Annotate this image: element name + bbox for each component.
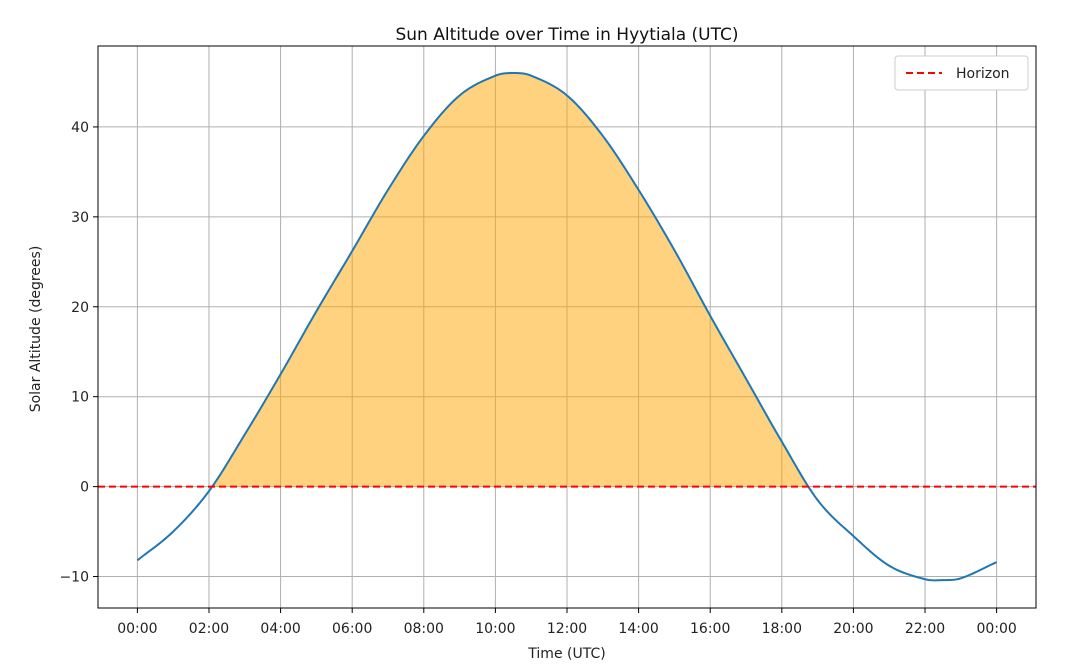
y-tick-label: 10 (71, 390, 89, 406)
daylight-fill-layer (212, 72, 809, 487)
series-layer (136, 71, 998, 582)
x-tick-label: 10:00 (475, 621, 515, 637)
x-axis-label: Time (UTC) (527, 646, 605, 662)
x-tick-label: 14:00 (618, 621, 658, 637)
x-tick-label: 18:00 (762, 621, 802, 637)
y-tick-label: 40 (71, 120, 89, 136)
chart-title: Sun Altitude over Time in Hyytiala (UTC) (395, 25, 738, 45)
y-tick-label: 0 (80, 480, 89, 496)
x-tick-label: 20:00 (833, 621, 873, 637)
x-tick-label: 06:00 (332, 621, 372, 637)
x-tick-label: 00:00 (976, 621, 1016, 637)
x-tick-label: 12:00 (547, 621, 587, 637)
y-tick-label: 30 (71, 210, 89, 226)
y-tick-label: 20 (71, 300, 89, 316)
daylight-area (212, 72, 809, 487)
legend: Horizon (894, 55, 1029, 91)
x-tick-label: 04:00 (260, 621, 300, 637)
sun-altitude-line (136, 71, 998, 582)
x-tick-label: 00:00 (117, 621, 157, 637)
x-tick-label: 22:00 (905, 621, 945, 637)
x-tick-label: 08:00 (404, 621, 444, 637)
tick-labels: 00:00 02:00 04:00 06:00 08:00 10:00 12:00 14:00… (59, 120, 1016, 637)
legend-box (894, 55, 1029, 91)
tick-marks (93, 126, 998, 613)
y-axis-label: Solar Altitude (degrees) (28, 246, 44, 413)
x-tick-label: 02:00 (189, 621, 229, 637)
legend-horizon-label: Horizon (956, 66, 1010, 82)
y-tick-label: −10 (59, 570, 89, 586)
x-tick-label: 16:00 (690, 621, 730, 637)
